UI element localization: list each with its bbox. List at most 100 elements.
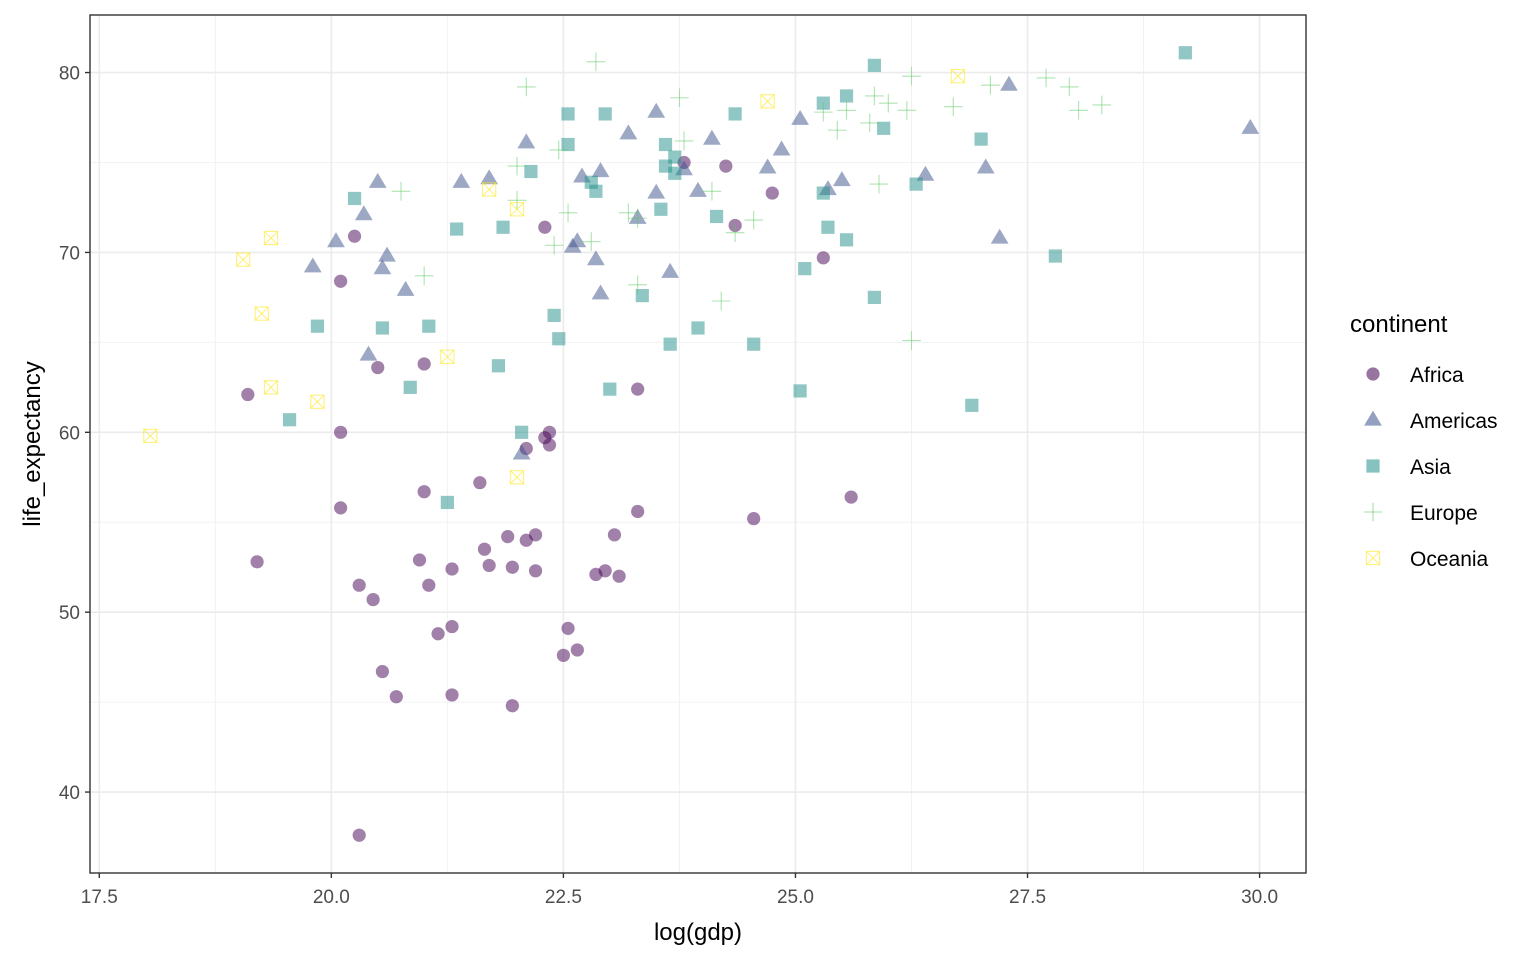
data-point-asia: [403, 380, 417, 394]
data-point-americas: [517, 133, 536, 149]
data-point-americas: [591, 162, 610, 178]
data-point-europe: [711, 291, 731, 311]
data-point-europe: [869, 174, 889, 194]
data-point-americas: [647, 183, 666, 199]
data-point-asia: [347, 191, 362, 206]
data-point-asia: [1178, 46, 1192, 60]
data-point-asia: [547, 308, 561, 322]
data-point-americas: [568, 232, 587, 248]
data-point-americas: [703, 129, 721, 145]
data-point-americas: [647, 102, 666, 118]
data-point-africa: [352, 828, 366, 842]
data-point-europe: [943, 97, 963, 117]
data-point-europe: [702, 181, 722, 201]
data-point-europe: [628, 275, 648, 295]
data-point-oceania: [263, 380, 279, 395]
data-point-europe: [813, 102, 833, 122]
data-point-asia: [1048, 249, 1062, 263]
data-point-europe: [586, 52, 606, 72]
plot-panel: [90, 15, 1306, 873]
legend-item-europe: Europe: [1363, 502, 1478, 525]
data-point-europe: [507, 156, 527, 176]
data-point-africa: [445, 688, 459, 702]
data-point-africa: [538, 220, 552, 234]
data-point-asia: [310, 319, 325, 333]
data-point-americas: [378, 246, 396, 262]
data-point-asia: [598, 107, 612, 121]
data-point-asia: [552, 332, 566, 346]
data-point-asia: [728, 107, 742, 121]
x-tick-label: 22.5: [545, 887, 582, 908]
data-point-africa: [431, 627, 445, 641]
data-point-africa: [445, 619, 459, 634]
data-point-africa: [482, 558, 496, 573]
data-point-europe: [414, 266, 434, 286]
data-point-europe: [1092, 95, 1112, 115]
x-tick-label: 20.0: [313, 887, 350, 908]
y-axis: 40 50 60 70 80: [59, 64, 90, 804]
data-point-africa: [371, 360, 385, 375]
series-africa: [241, 155, 858, 842]
data-point-africa: [473, 476, 487, 490]
data-point-europe: [827, 120, 847, 140]
series-europe: [391, 52, 1112, 350]
data-point-asia: [658, 137, 673, 152]
data-points: [143, 46, 1260, 842]
data-point-asia: [909, 177, 923, 191]
data-point-asia: [375, 321, 389, 335]
data-point-americas: [1000, 75, 1018, 91]
legend-key-europe: [1363, 502, 1383, 522]
data-point-oceania: [143, 428, 158, 444]
data-point-asia: [867, 58, 881, 72]
data-point-asia: [668, 150, 682, 164]
data-point-asia: [654, 202, 668, 216]
data-point-africa: [334, 274, 348, 288]
series-asia: [282, 46, 1192, 510]
data-point-africa: [366, 592, 380, 607]
plot-border: [89, 14, 1307, 874]
data-point-africa: [528, 528, 543, 542]
data-point-africa: [250, 555, 264, 569]
data-point-africa: [816, 251, 830, 265]
data-point-europe: [507, 190, 527, 210]
legend-title: continent: [1350, 311, 1448, 338]
data-point-asia: [821, 220, 835, 234]
data-point-africa: [505, 560, 519, 574]
data-point-asia: [496, 220, 510, 234]
legend-item-africa: Africa: [1366, 364, 1464, 387]
data-point-europe: [902, 331, 921, 350]
data-point-oceania: [263, 230, 279, 246]
data-point-europe: [1059, 77, 1079, 97]
data-point-americas: [689, 181, 707, 197]
x-tick-label: 17.5: [81, 887, 118, 908]
data-point-asia: [668, 166, 682, 180]
data-point-europe: [878, 93, 898, 113]
data-point-oceania: [509, 470, 525, 485]
data-point-europe: [725, 223, 745, 242]
data-point-africa: [542, 438, 557, 452]
data-point-africa: [528, 564, 543, 578]
data-point-asia: [974, 132, 988, 146]
data-point-americas: [368, 172, 387, 188]
y-axis-title: life_expectancy: [19, 361, 46, 526]
data-point-asia: [839, 233, 854, 247]
data-point-americas: [772, 140, 791, 156]
data-point-americas: [303, 257, 322, 273]
data-point-europe: [619, 203, 638, 223]
data-point-africa: [542, 425, 557, 439]
x-tick-label: 30.0: [1241, 887, 1278, 908]
data-point-africa: [389, 690, 403, 704]
data-point-africa: [505, 699, 519, 713]
data-point-africa: [412, 553, 427, 567]
data-point-africa: [241, 387, 255, 402]
y-tick-label: 80: [59, 64, 80, 85]
data-point-africa: [477, 542, 492, 556]
data-point-asia: [709, 209, 724, 224]
x-tick-label: 25.0: [777, 887, 814, 908]
data-point-africa: [747, 512, 761, 526]
data-point-europe: [837, 100, 856, 120]
legend-key-asia: [1366, 459, 1380, 473]
data-point-asia: [603, 382, 617, 396]
data-point-asia: [440, 495, 454, 510]
